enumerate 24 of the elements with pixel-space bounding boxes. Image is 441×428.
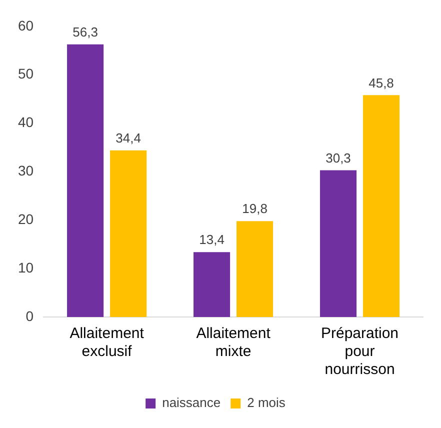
bar xyxy=(362,95,400,317)
bar xyxy=(236,221,274,317)
bar xyxy=(320,170,357,317)
y-tick-label: 30 xyxy=(18,162,34,179)
y-tick-label: 0 xyxy=(26,308,34,324)
x-tick-label: Préparation pour nourrisson xyxy=(320,325,399,378)
y-tick-label: 60 xyxy=(18,17,34,34)
data-label: 30,3 xyxy=(326,150,351,166)
legend-label: naissance xyxy=(162,395,221,410)
data-label: 45,8 xyxy=(368,75,394,90)
y-tick-label: 10 xyxy=(18,259,34,276)
data-label: 56,3 xyxy=(72,24,98,40)
y-tick-label: 20 xyxy=(18,210,34,227)
bar xyxy=(194,252,230,317)
x-tick-label: Allaitement mixte xyxy=(196,325,272,360)
data-label: 13,4 xyxy=(199,232,224,248)
bar xyxy=(67,44,104,317)
data-label: 19,8 xyxy=(242,201,268,216)
y-tick-label: 40 xyxy=(18,114,34,130)
y-tick-label: 50 xyxy=(18,66,34,82)
legend-label: 2 mois xyxy=(247,395,286,410)
data-label: 34,4 xyxy=(116,130,141,146)
bar xyxy=(110,150,147,317)
x-tick-label: Allaitement exclusif xyxy=(70,325,145,360)
